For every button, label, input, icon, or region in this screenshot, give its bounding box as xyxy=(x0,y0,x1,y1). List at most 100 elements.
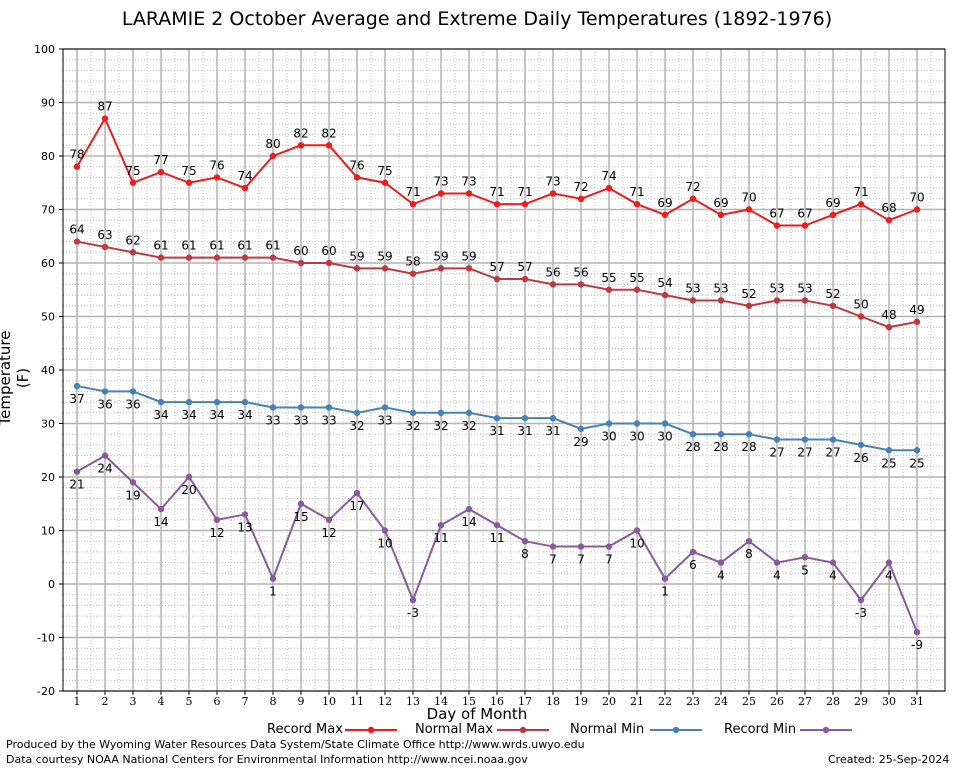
data-label: 61 xyxy=(181,239,196,253)
data-point xyxy=(213,398,221,406)
x-tick-label: 27 xyxy=(798,695,812,708)
legend-normal-max: Normal Max xyxy=(415,722,493,737)
data-point xyxy=(101,243,109,251)
data-label: 4 xyxy=(885,569,893,583)
data-label: 48 xyxy=(881,308,896,322)
y-tick-label: 60 xyxy=(41,257,55,270)
data-point xyxy=(829,436,837,443)
data-label: 34 xyxy=(209,408,224,422)
data-label: 68 xyxy=(881,201,896,215)
data-label: 55 xyxy=(629,271,644,285)
legend-normal-min: Normal Min xyxy=(570,722,644,737)
data-point xyxy=(129,479,137,486)
data-label: 73 xyxy=(461,174,476,188)
data-point xyxy=(689,297,697,304)
data-label: 77 xyxy=(153,153,168,167)
data-label: 53 xyxy=(685,281,700,295)
data-label: 74 xyxy=(237,169,252,183)
y-tick-label: 80 xyxy=(41,150,55,163)
data-point xyxy=(829,559,837,566)
data-point xyxy=(773,559,781,566)
data-label: 87 xyxy=(97,100,112,114)
data-label: 24 xyxy=(97,462,112,476)
data-label: 57 xyxy=(517,260,532,274)
data-label: 60 xyxy=(321,244,336,258)
data-point xyxy=(437,190,445,197)
data-point xyxy=(73,382,81,390)
data-label: 11 xyxy=(489,531,504,545)
data-label: 26 xyxy=(853,451,868,465)
data-point xyxy=(325,259,333,267)
data-point xyxy=(605,420,613,427)
data-point xyxy=(885,559,893,566)
data-point xyxy=(297,500,305,507)
data-label: 69 xyxy=(825,196,840,210)
data-label: 34 xyxy=(153,408,168,422)
data-point xyxy=(353,409,361,416)
data-point xyxy=(101,452,109,459)
data-label: 64 xyxy=(69,223,84,237)
x-tick-label: 26 xyxy=(770,695,784,708)
data-label: 71 xyxy=(517,185,532,199)
data-label: 71 xyxy=(405,185,420,199)
data-point xyxy=(913,628,921,636)
data-point xyxy=(241,511,249,518)
data-point xyxy=(353,265,361,272)
data-label: 8 xyxy=(521,547,529,561)
data-label: 80 xyxy=(265,137,280,151)
data-label: 73 xyxy=(433,174,448,188)
data-label: 72 xyxy=(573,180,588,194)
data-point xyxy=(465,409,473,416)
data-point xyxy=(549,190,557,197)
data-point xyxy=(465,505,473,513)
data-label: 61 xyxy=(209,239,224,253)
data-label: 27 xyxy=(825,446,840,460)
data-point xyxy=(157,398,165,406)
data-point xyxy=(157,254,165,261)
data-label: 53 xyxy=(769,281,784,295)
data-label: 53 xyxy=(797,281,812,295)
x-tick-label: 8 xyxy=(270,695,277,708)
data-point xyxy=(409,596,417,604)
data-label: 29 xyxy=(573,435,588,449)
data-point xyxy=(717,431,725,438)
data-label: 8 xyxy=(745,547,753,561)
data-label: 30 xyxy=(657,430,672,444)
data-point xyxy=(745,431,753,438)
data-label: 59 xyxy=(461,249,476,263)
data-point xyxy=(493,521,501,529)
chart-title: LARAMIE 2 October Average and Extreme Da… xyxy=(121,8,833,30)
data-label: 36 xyxy=(125,397,140,411)
data-point xyxy=(773,222,781,229)
data-label: 32 xyxy=(405,419,420,433)
data-label: 53 xyxy=(713,281,728,295)
data-point xyxy=(521,538,529,545)
data-label: 30 xyxy=(629,430,644,444)
data-label: 49 xyxy=(909,303,924,317)
data-label: 76 xyxy=(209,158,224,172)
data-point xyxy=(549,414,557,422)
data-label: 32 xyxy=(433,419,448,433)
data-label: 10 xyxy=(377,537,392,551)
legend-label: Normal Max xyxy=(415,722,494,737)
data-point xyxy=(213,174,221,181)
x-tick-label: 12 xyxy=(378,695,392,708)
data-label: 31 xyxy=(545,424,560,438)
data-point xyxy=(241,254,249,261)
x-tick-label: 15 xyxy=(462,695,476,708)
data-label: 27 xyxy=(797,446,812,460)
x-tick-label: 2 xyxy=(102,695,109,708)
data-point xyxy=(521,200,529,208)
data-point xyxy=(745,538,753,545)
data-label: 14 xyxy=(153,515,168,529)
data-label: 69 xyxy=(657,196,672,210)
data-point xyxy=(157,505,165,513)
data-point xyxy=(185,254,193,261)
data-label: 11 xyxy=(433,531,448,545)
data-point xyxy=(185,473,193,481)
data-point xyxy=(801,222,809,229)
x-tick-label: 11 xyxy=(350,695,364,708)
data-point xyxy=(689,431,697,438)
data-point xyxy=(801,554,809,561)
